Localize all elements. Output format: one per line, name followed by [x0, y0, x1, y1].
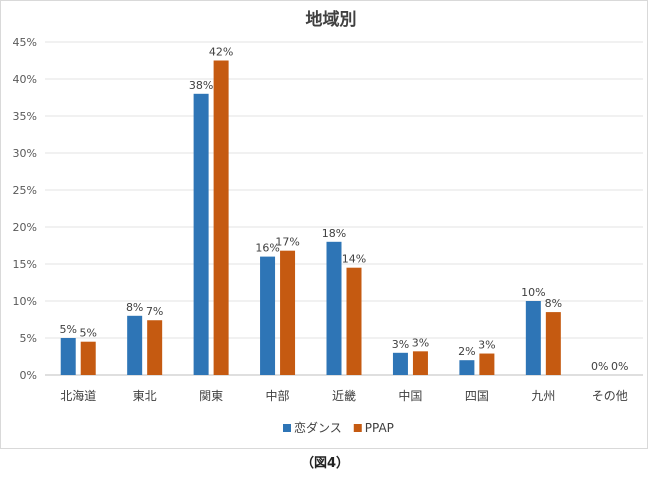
data-label: 0% — [591, 360, 608, 373]
data-label: 18% — [322, 227, 346, 240]
bars — [60, 60, 561, 376]
data-label: 42% — [209, 46, 233, 59]
category-label: 関東 — [199, 389, 223, 403]
bar — [525, 301, 541, 375]
legend-label: PPAP — [365, 421, 394, 435]
data-label: 17% — [275, 236, 299, 249]
chart-frame: 地域別 0% 5% 10% 15% 20% 25% 30% 35% 40% 45% 5% 5% 8% 7… — [0, 0, 648, 449]
data-label: 10% — [521, 286, 545, 299]
bar — [60, 338, 76, 375]
data-label: 3% — [392, 338, 409, 351]
y-tick-label: 30% — [13, 147, 37, 160]
category-label: 北海道 — [60, 388, 96, 403]
bar — [147, 320, 163, 375]
bar — [80, 341, 96, 375]
bar — [127, 315, 143, 375]
legend-label: 恋ダンス — [294, 420, 342, 435]
y-tick-label: 35% — [13, 110, 37, 123]
data-label: 8% — [545, 297, 562, 310]
data-labels: 5% 5%8% 7%38%42%16%17%18%14%3% 3%2%3%10%8%0… — [59, 46, 628, 374]
legend-swatch — [283, 424, 291, 432]
y-axis-ticks: 0% 5% 10% 15% 20% 25% 30% 35% 40% 45% — [13, 36, 37, 382]
bar — [479, 353, 495, 375]
category-label: 四国 — [465, 389, 489, 403]
y-tick-label: 20% — [13, 221, 37, 234]
y-tick-label: 0% — [20, 369, 37, 382]
bar — [213, 60, 229, 375]
category-label: 近畿 — [332, 389, 356, 403]
y-tick-label: 45% — [13, 36, 37, 49]
y-tick-label: 25% — [13, 184, 37, 197]
y-tick-label: 5% — [20, 332, 37, 345]
bar — [193, 93, 209, 376]
y-tick-label: 10% — [13, 295, 37, 308]
data-label: 7% — [146, 305, 163, 318]
legend-swatch — [353, 424, 362, 432]
data-label: 5% — [79, 327, 96, 340]
bar — [326, 241, 342, 375]
data-label: 14% — [342, 253, 366, 266]
category-label: 中国 — [398, 388, 422, 403]
gridlines — [45, 41, 643, 376]
bar — [412, 351, 428, 375]
data-label: 38% — [189, 79, 213, 92]
category-label: その他 — [592, 389, 628, 403]
data-label: 16% — [255, 242, 279, 255]
category-label: 九州 — [531, 389, 555, 403]
figure-caption: （図4） — [300, 456, 350, 471]
category-label: 東北 — [133, 389, 157, 403]
y-tick-label: 40% — [13, 73, 37, 86]
bar — [280, 250, 296, 375]
bar — [346, 267, 362, 375]
data-label: 0% — [611, 360, 628, 373]
bar — [545, 312, 561, 375]
data-label: 8% — [126, 301, 143, 314]
data-label: 3% — [478, 339, 495, 352]
legend: 恋ダンス PPAP — [283, 420, 394, 435]
data-label: 5% — [59, 323, 76, 336]
data-label: 2% — [458, 345, 475, 358]
bar-chart: 地域別 0%5%10%15%20%25%30%35%40%45% 5% 5%8% 7… — [13, 9, 643, 435]
bar — [260, 256, 276, 375]
x-axis-categories: 北海道 東北 関東 中部 近畿 中国 四国 九州 その他 — [60, 388, 628, 403]
bar — [392, 352, 408, 375]
category-label: 中部 — [266, 388, 290, 403]
chart-title: 地域別 — [306, 9, 357, 30]
bar — [459, 360, 475, 375]
y-tick-label: 15% — [13, 258, 37, 271]
data-label: 3% — [412, 336, 429, 349]
